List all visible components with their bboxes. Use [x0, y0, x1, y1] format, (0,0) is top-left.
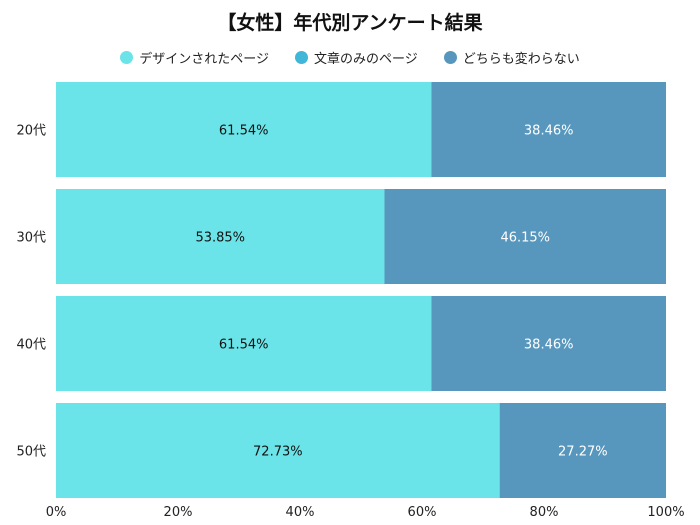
legend-label: どちらも変わらない — [462, 52, 580, 67]
legend-swatch — [120, 51, 134, 64]
data-label: 61.54% — [219, 338, 269, 353]
legend-item[interactable]: 文章のみのページ — [294, 48, 418, 67]
x-tick-label: 40% — [286, 505, 315, 520]
bar-segment[interactable] — [56, 296, 432, 391]
bar-segment[interactable] — [56, 189, 385, 284]
bar-segment[interactable] — [56, 403, 500, 498]
bar-segment[interactable] — [431, 296, 666, 391]
category-label: 20代 — [16, 124, 46, 139]
legend-swatch — [443, 51, 457, 64]
x-tick-label: 100% — [647, 505, 684, 520]
data-label: 27.27% — [558, 445, 608, 460]
legend-item[interactable]: どちらも変わらない — [443, 48, 580, 67]
data-label: 46.15% — [500, 231, 550, 246]
data-label: 53.85% — [195, 231, 245, 246]
category-label: 30代 — [16, 231, 46, 246]
data-label: 72.73% — [253, 445, 303, 460]
x-tick-label: 0% — [46, 505, 67, 520]
x-tick-label: 80% — [530, 505, 559, 520]
data-label: 38.46% — [524, 124, 574, 139]
data-label: 61.54% — [219, 124, 269, 139]
x-tick-label: 60% — [408, 505, 437, 520]
legend-label: 文章のみのページ — [313, 52, 418, 67]
bar-segment[interactable] — [56, 82, 432, 177]
legend: デザインされたページ 文章のみのページ どちらも変わらない — [0, 48, 700, 67]
legend-swatch — [294, 51, 308, 64]
chart-title: 【女性】年代別アンケート結果 — [217, 12, 483, 34]
bar-segment[interactable] — [384, 189, 666, 284]
legend-label: デザインされたページ — [139, 52, 269, 67]
data-label: 38.46% — [524, 338, 574, 353]
legend-item[interactable]: デザインされたページ — [120, 48, 269, 67]
category-label: 40代 — [16, 338, 46, 353]
x-tick-label: 20% — [164, 505, 193, 520]
category-label: 50代 — [16, 445, 46, 460]
bar-segment[interactable] — [431, 82, 666, 177]
bar-segment[interactable] — [499, 403, 666, 498]
